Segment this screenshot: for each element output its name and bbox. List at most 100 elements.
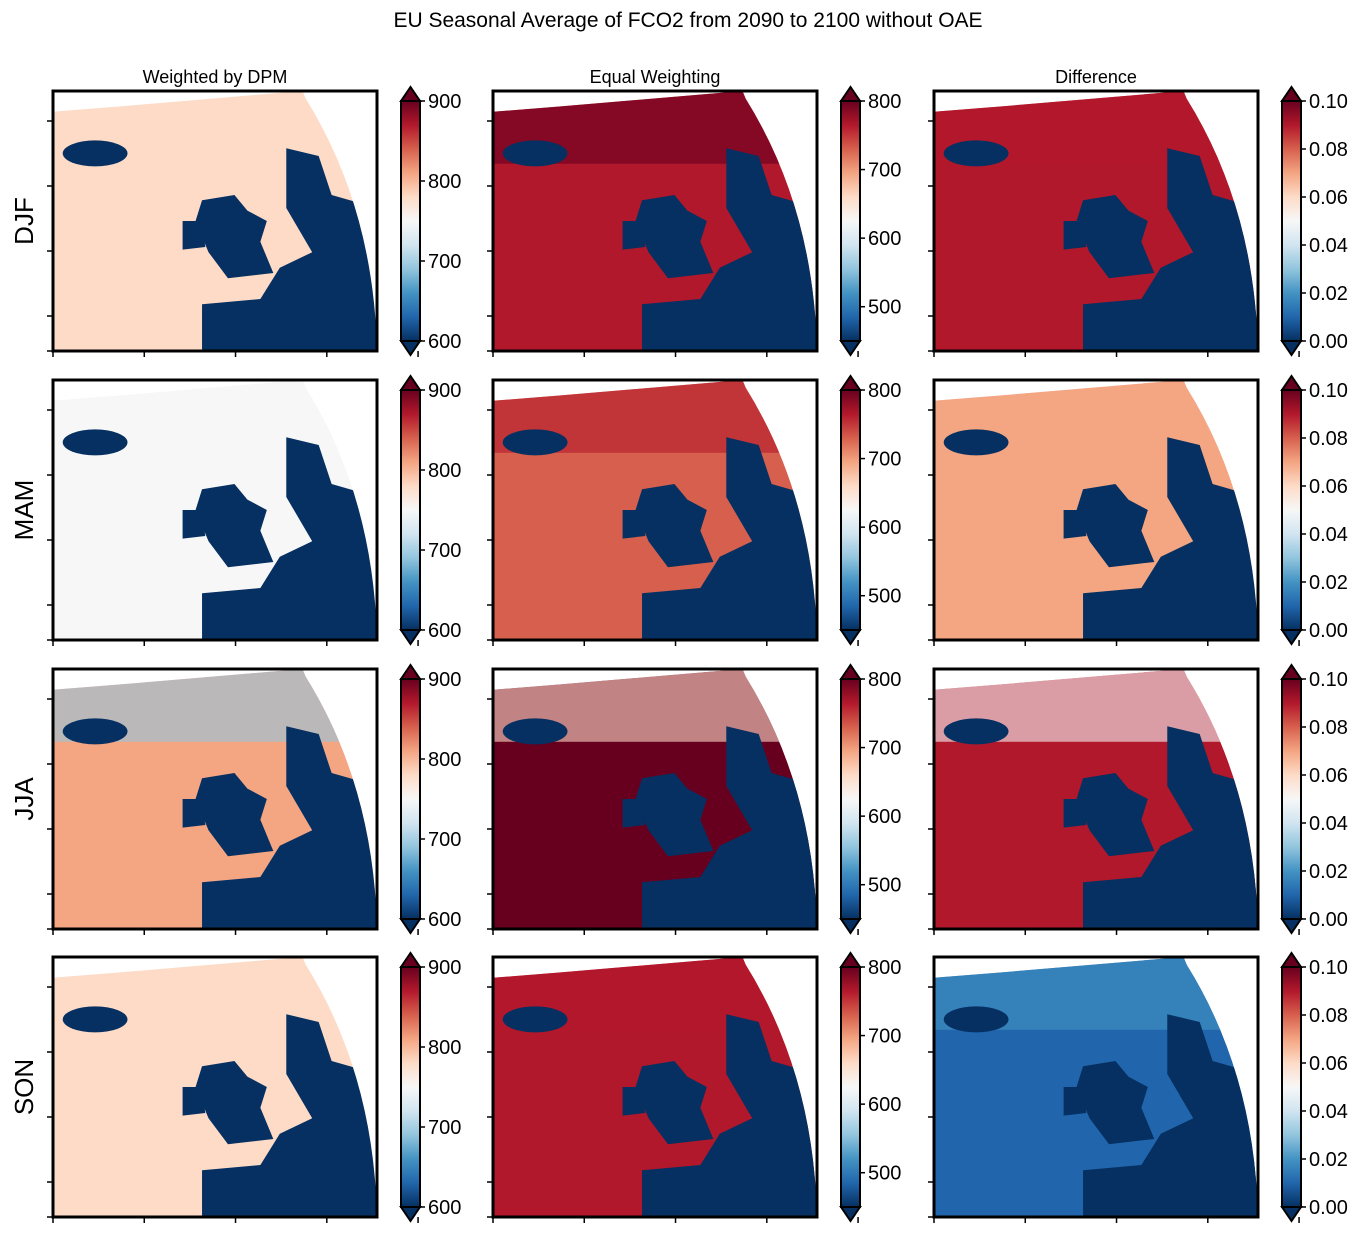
colorbar: 500 600 700 800 (839, 374, 901, 646)
colorbar-tick-label: 0.06 (1309, 476, 1348, 498)
colorbar-extend-min (1280, 918, 1303, 935)
colorbar-extend-max (839, 85, 862, 102)
land-ireland (1063, 1087, 1087, 1116)
panel-frame (51, 89, 379, 353)
row-label: SON (9, 1059, 39, 1115)
colorbar-tick-label: 600 (868, 228, 901, 250)
heatmap-panel: 500 600 700 800 (487, 374, 901, 646)
land-iceland (502, 718, 568, 745)
colorbar-body (400, 678, 421, 920)
colorbar-tick-label: 600 (428, 909, 461, 931)
colorbar-tick-label: 500 (868, 1163, 901, 1185)
row-label: JJA (9, 777, 39, 821)
heatmap-panel: 600 700 800 900 (47, 374, 461, 646)
land-ireland (182, 510, 206, 539)
colorbar: 0.00 0.02 0.04 0.06 0.08 0.10 (1280, 85, 1348, 357)
colorbar: 500 600 700 800 (839, 951, 901, 1223)
colorbar-tick-label: 0.08 (1309, 1005, 1348, 1027)
colorbar-tick-label: 600 (868, 517, 901, 539)
column-title: Weighted by DPM (143, 67, 288, 87)
colorbar-extend-min (1280, 1206, 1303, 1223)
land-ireland (622, 1087, 646, 1116)
land-ireland (1063, 799, 1087, 828)
colorbar: 0.00 0.02 0.04 0.06 0.08 0.10 (1280, 374, 1348, 646)
field-layer (493, 957, 817, 1217)
land-europe (202, 1014, 377, 1217)
colorbar: 500 600 700 800 (839, 663, 901, 935)
colorbar-body (1281, 678, 1302, 920)
colorbar-tick-label: 0.02 (1309, 861, 1348, 883)
land-europe (642, 726, 817, 929)
panel-frame (932, 955, 1260, 1219)
colorbar-tick-label: 700 (868, 160, 901, 182)
panel-frame (491, 955, 819, 1219)
colorbar: 600 700 800 900 (399, 85, 461, 357)
land-ireland (182, 799, 206, 828)
land-iceland (62, 718, 128, 745)
land-iceland (943, 718, 1009, 745)
heatmap-panel: 600 700 800 900 (47, 663, 461, 935)
colorbar-tick-label: 800 (868, 669, 901, 691)
land-britain (635, 484, 714, 568)
land-europe (202, 726, 377, 929)
land-iceland (943, 429, 1009, 456)
colorbar-tick-label: 600 (428, 331, 461, 353)
colorbar-extend-max (1280, 374, 1303, 391)
colorbar-tick-label: 900 (428, 957, 461, 979)
colorbar-tick-label: 800 (428, 171, 461, 193)
land-britain (1076, 195, 1155, 279)
colorbar-body (840, 678, 861, 920)
colorbar-tick-label: 600 (428, 1197, 461, 1219)
row-label: MAM (9, 480, 39, 541)
colorbar-extend-min (399, 629, 422, 646)
colorbar-tick-label: 600 (868, 1094, 901, 1116)
land-europe (1083, 148, 1258, 351)
colorbar: 0.00 0.02 0.04 0.06 0.08 0.10 (1280, 951, 1348, 1223)
land-europe (1083, 726, 1258, 929)
colorbar-extend-max (399, 951, 422, 968)
panel-frame (491, 89, 819, 353)
colorbar-tick-label: 0.10 (1309, 380, 1348, 402)
colorbar-tick-label: 0.04 (1309, 1101, 1348, 1123)
colorbar-extend-min (399, 1206, 422, 1223)
colorbar-body (400, 966, 421, 1208)
colorbar-tick-label: 800 (428, 460, 461, 482)
land-britain (195, 484, 274, 568)
colorbar-extend-max (1280, 85, 1303, 102)
colorbar-tick-label: 0.04 (1309, 524, 1348, 546)
panel-frame (932, 378, 1260, 642)
colorbar-extend-min (399, 340, 422, 357)
colorbar: 600 700 800 900 (399, 951, 461, 1223)
colorbar-tick-label: 800 (428, 749, 461, 771)
land-ireland (622, 510, 646, 539)
colorbar-tick-label: 700 (428, 829, 461, 851)
colorbar-extend-min (1280, 629, 1303, 646)
land-europe (202, 437, 377, 640)
heatmap-panel: 500 600 700 800 (487, 951, 901, 1223)
colorbar-extend-min (1280, 340, 1303, 357)
panel-frame (491, 667, 819, 931)
colorbar-extend-min (839, 918, 862, 935)
colorbar-body (1281, 100, 1302, 342)
colorbar-tick-label: 0.00 (1309, 331, 1348, 353)
land-europe (1083, 1014, 1258, 1217)
colorbar-tick-label: 0.00 (1309, 909, 1348, 931)
field-layer (53, 91, 377, 351)
land-britain (195, 773, 274, 857)
land-britain (635, 195, 714, 279)
colorbar-tick-label: 0.06 (1309, 765, 1348, 787)
colorbar: 600 700 800 900 (399, 374, 461, 646)
colorbar-tick-label: 700 (868, 738, 901, 760)
land-iceland (502, 140, 568, 167)
land-britain (195, 1061, 274, 1145)
colorbar-tick-label: 800 (868, 957, 901, 979)
heatmap-panel: 0.00 0.02 0.04 0.06 0.08 0.10 (928, 951, 1348, 1223)
colorbar-tick-label: 0.08 (1309, 428, 1348, 450)
land-ireland (182, 1087, 206, 1116)
colorbar-tick-label: 0.06 (1309, 187, 1348, 209)
heatmap-panel: 500 600 700 800 (487, 663, 901, 935)
colorbar-tick-label: 700 (428, 251, 461, 273)
land-britain (1076, 773, 1155, 857)
colorbar-tick-label: 700 (428, 1117, 461, 1139)
